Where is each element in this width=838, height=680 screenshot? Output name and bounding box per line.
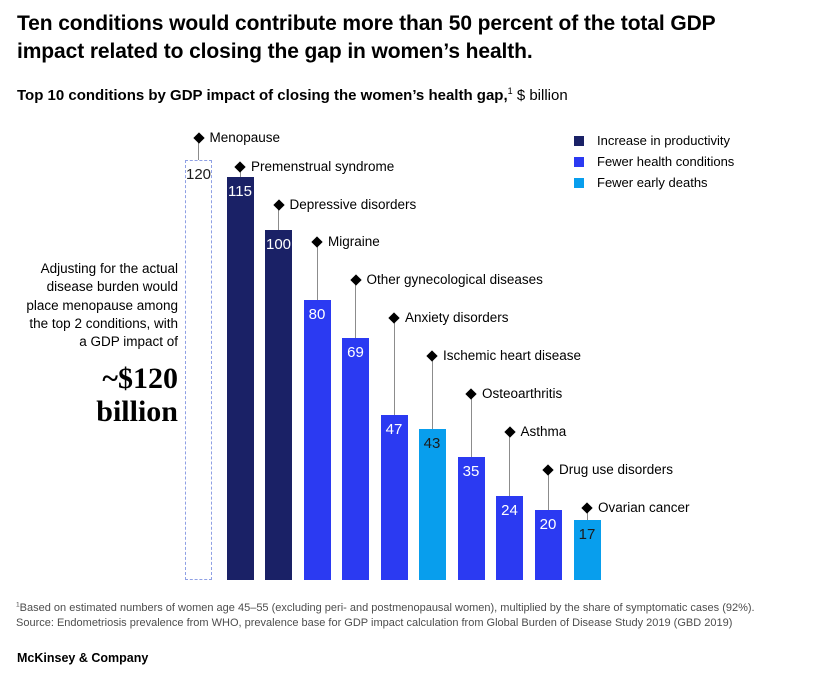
bar-drug-use-disorders [534,510,562,580]
chart-subtitle-bold: Top 10 conditions by GDP impact of closi… [17,87,508,104]
diamond-marker-icon [272,199,285,211]
menopause-annotation-text: Adjusting for the actual disease burden … [26,261,178,350]
brand-logo: McKinsey & Company [17,651,149,665]
bar-value-label: 35 [462,463,480,480]
bar-other-gynecological-diseases [342,338,369,580]
marker-stem [393,318,395,415]
footnote-marker: 1 [16,601,20,609]
bar-category-label: Ischemic heart disease [443,348,582,363]
bar-category-label: Migraine [328,234,380,249]
diamond-marker-icon [503,426,516,438]
bar-category-label: Ovarian cancer [598,500,690,515]
diamond-marker-icon [192,132,205,144]
menopause-annotation-value: ~$120 billion [96,361,178,429]
bar-depressive-disorders [265,230,292,580]
diamond-marker-icon [388,312,400,324]
page-title: Ten conditions would contribute more tha… [17,12,716,63]
footnote: 1Based on estimated numbers of women age… [16,601,824,630]
bar-asthma [496,496,523,580]
bar-premenstrual-syndrome [226,177,254,580]
subtitle-footnote-marker: 1 [507,86,513,96]
bar-category-label: Other gynecological diseases [366,272,543,287]
legend-swatch-icon [574,156,584,167]
legend: Increase in productivity Fewer health con… [574,130,734,193]
legend-label: Fewer early deaths [597,175,708,190]
bar-category-label: Drug use disorders [559,462,674,477]
legend-swatch-icon [574,177,584,188]
marker-stem [547,470,549,510]
bar-value-label: 24 [501,502,518,519]
footnote-line-2: Source: Endometriosis prevalence from WH… [16,616,733,629]
bar-value-label: 120 [185,166,212,183]
bar-category-label: Anxiety disorders [405,310,509,325]
marker-stem [316,242,318,300]
bar-value-label: 20 [539,516,557,533]
marker-stem [278,205,279,230]
bar-category-label: Depressive disorders [289,197,417,212]
diamond-marker-icon [311,236,323,248]
legend-label: Fewer health conditions [597,154,735,169]
bar-category-label: Premenstrual syndrome [251,159,395,174]
bar-category-label: Osteoarthritis [482,386,563,401]
bar-osteoarthritis [457,457,485,580]
bar-migraine [303,300,331,580]
bar-value-label: 47 [385,421,403,438]
chart-subtitle: Top 10 conditions by GDP impact of closi… [17,86,568,105]
marker-stem [355,280,356,338]
bar-value-label: 69 [347,344,364,361]
diamond-marker-icon [234,161,246,173]
bar-value-label: 115 [228,183,252,200]
menopause-annotation: Adjusting for the actual disease burden … [26,260,178,429]
chart-subtitle-unit: $ billion [516,87,568,104]
diamond-marker-icon [349,274,362,286]
bar-anxiety-disorders [380,415,408,580]
legend-label: Increase in productivity [597,133,730,148]
bar-category-label: Menopause [209,130,281,145]
bar-ischemic-heart-disease [418,429,446,580]
bar-value-label: 80 [308,306,326,323]
legend-item: Fewer health conditions [574,151,734,172]
bar-value-label: 43 [423,435,441,452]
legend-item: Increase in productivity [574,130,734,151]
bar-value-label: 100 [265,236,292,253]
marker-stem [509,432,510,496]
bar-category-label: Asthma [520,424,567,439]
marker-stem [470,394,472,457]
legend-swatch-icon [574,135,584,146]
legend-item: Fewer early deaths [574,172,734,193]
marker-stem [198,138,199,160]
diamond-marker-icon [465,388,477,400]
diamond-marker-icon [581,502,593,514]
bar-ovarian-cancer [573,520,601,580]
bar-value-label: 17 [578,526,596,543]
marker-stem [431,356,433,429]
footnote-line-1: 1Based on estimated numbers of women age… [16,601,755,614]
bar-menopause [185,160,212,580]
diamond-marker-icon [426,350,438,362]
marker-stem [586,508,588,520]
diamond-marker-icon [542,464,554,476]
